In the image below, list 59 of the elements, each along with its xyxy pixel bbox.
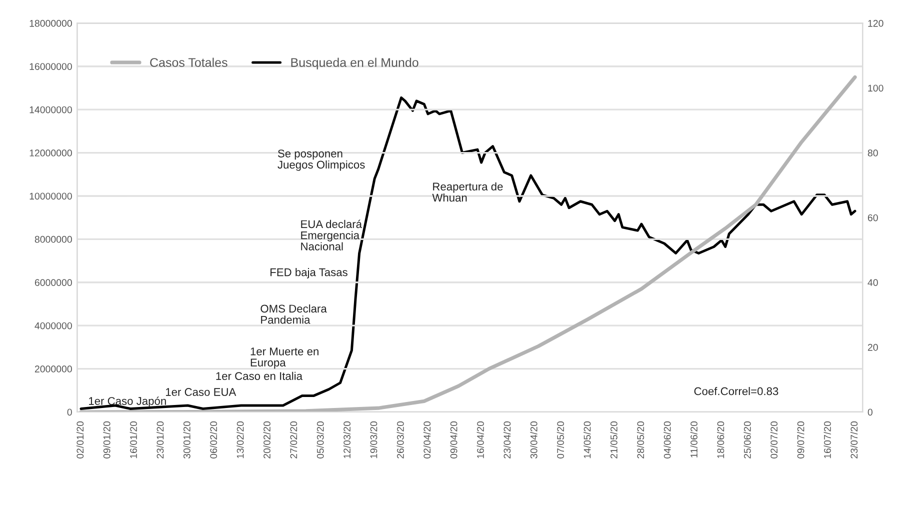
x-tick-label: 27/02/20 xyxy=(290,421,298,458)
annotation: 1er Muerte en Europa xyxy=(250,348,318,369)
x-tick-label: 21/05/20 xyxy=(610,421,618,458)
y-tick-label: 6000000 xyxy=(34,279,72,286)
annotation: OMS Declara Pandemia xyxy=(260,304,327,324)
x-tick-label: 30/01/20 xyxy=(183,421,190,458)
x-tick-label: 20/02/20 xyxy=(263,421,270,458)
annotation: Coef.Correl=0.83 xyxy=(694,386,778,396)
y-tick-label: 4000000 xyxy=(34,322,72,330)
x-tick-label: 16/01/20 xyxy=(130,421,137,458)
annotation: EUA declará Emergencia Nacional xyxy=(301,220,362,250)
y-tick-label: 8000000 xyxy=(34,236,72,243)
x-tick-label: 26/03/20 xyxy=(396,421,404,458)
legend-label: Casos Totales xyxy=(150,58,228,67)
y-tick-label: 10000000 xyxy=(30,192,72,200)
y-tick-label: 0 xyxy=(67,408,72,416)
x-tick-label: 19/03/20 xyxy=(370,421,378,458)
x-tick-label: 09/07/20 xyxy=(797,421,804,458)
x-tick-label: 07/05/20 xyxy=(556,421,564,458)
x-tick-label: 23/07/20 xyxy=(850,421,858,458)
x-tick-label: 09/04/20 xyxy=(450,421,458,458)
y2-tick-label: 20 xyxy=(868,344,878,351)
x-tick-label: 23/04/20 xyxy=(503,421,511,458)
x-tick-label: 23/01/20 xyxy=(156,421,164,458)
annotation: Se posponen Juegos Olimpicos xyxy=(278,150,365,171)
x-tick-label: 18/06/20 xyxy=(717,421,724,458)
y2-tick-label: 0 xyxy=(868,408,872,416)
annotation: 1er Caso en Italia xyxy=(216,372,302,380)
x-tick-label: 02/04/20 xyxy=(423,421,431,458)
x-tick-label: 06/02/20 xyxy=(210,421,218,458)
y2-tick-label: 40 xyxy=(868,279,878,286)
x-tick-label: 28/05/20 xyxy=(636,421,644,458)
y-tick-label: 18000000 xyxy=(30,20,72,27)
x-tick-label: 09/01/20 xyxy=(103,421,110,458)
x-tick-label: 25/06/20 xyxy=(744,421,751,458)
y2-tick-label: 60 xyxy=(868,214,878,222)
x-tick-label: 02/01/20 xyxy=(76,421,84,458)
y-tick-label: 12000000 xyxy=(30,150,72,156)
x-tick-label: 16/07/20 xyxy=(824,421,831,458)
y2-tick-label: 120 xyxy=(868,20,884,27)
y-tick-label: 2000000 xyxy=(34,366,72,372)
annotation: Reapertura de Whuan xyxy=(432,182,503,202)
x-tick-label: 05/03/20 xyxy=(316,421,324,458)
annotation: 1er Caso Japón xyxy=(89,396,166,408)
annotation: 1er Caso EUA xyxy=(166,388,236,396)
x-tick-label: 02/07/20 xyxy=(770,421,778,458)
x-tick-label: 13/02/20 xyxy=(236,421,244,458)
y-tick-label: 14000000 xyxy=(30,106,72,114)
x-tick-label: 30/04/20 xyxy=(530,421,538,458)
x-tick-label: 04/06/20 xyxy=(664,421,671,458)
annotation: FED baja Tasas xyxy=(270,268,348,278)
y-tick-label: 16000000 xyxy=(30,63,72,70)
x-tick-label: 14/05/20 xyxy=(584,421,591,458)
legend-label: Busqueda en el Mundo xyxy=(291,58,418,70)
x-tick-label: 11/06/20 xyxy=(690,421,698,458)
x-tick-label: 12/03/20 xyxy=(343,421,350,458)
y2-tick-label: 100 xyxy=(868,84,884,92)
x-tick-label: 16/04/20 xyxy=(476,421,484,458)
y2-tick-label: 80 xyxy=(868,150,878,156)
